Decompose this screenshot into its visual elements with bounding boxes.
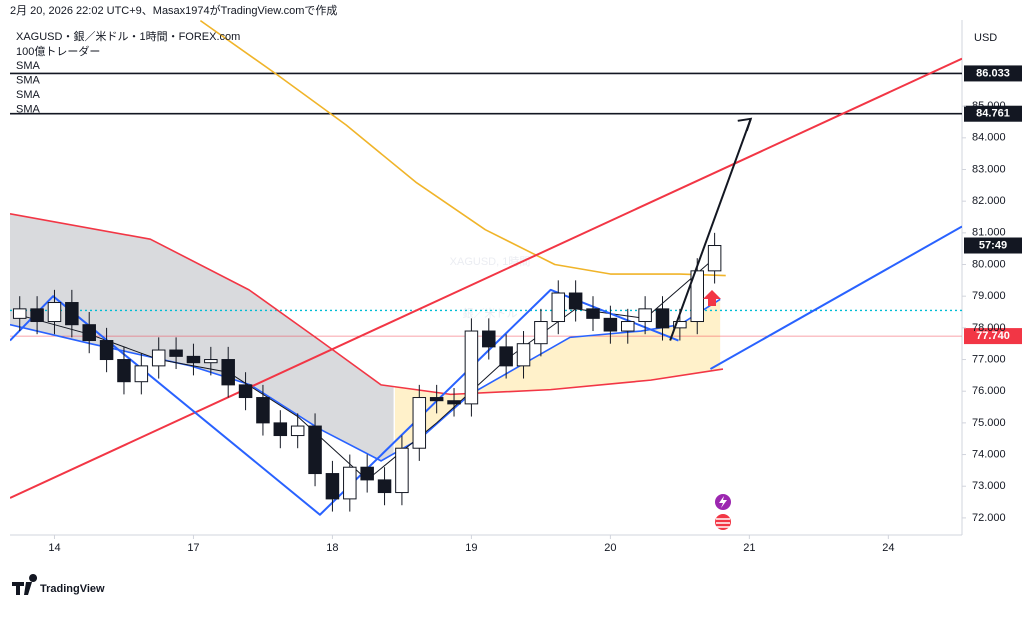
price-tag — [964, 65, 1022, 82]
candle-body — [516, 343, 531, 367]
candle-body — [65, 302, 79, 326]
y-tick-label: 77.000 — [972, 353, 1006, 365]
price-tag-label: 86.033 — [976, 67, 1010, 79]
y-tick-label: 80.000 — [972, 258, 1006, 270]
y-tick-label: 79.000 — [972, 290, 1006, 302]
price-tag-label: 77.740 — [976, 330, 1010, 342]
candle-body — [186, 355, 201, 364]
countdown-tag — [964, 237, 1022, 254]
x-tick-label: 19 — [465, 542, 477, 554]
up-arrow-icon — [703, 290, 721, 306]
logo-mark — [12, 574, 38, 595]
x-tick-label: 18 — [326, 542, 338, 554]
x-tick-label: 24 — [882, 542, 894, 554]
x-tick-label: 21 — [743, 542, 755, 554]
candle-body — [707, 245, 722, 272]
y-tick-label: 82.000 — [972, 195, 1006, 207]
candle-body — [377, 479, 392, 494]
candle-body — [447, 400, 461, 405]
candle-body — [655, 308, 670, 329]
countdown: 57:49 — [979, 239, 1007, 251]
y-tick-label: 81.000 — [972, 227, 1006, 239]
candle-body — [482, 330, 496, 348]
candle-body — [30, 308, 44, 323]
candle-body — [586, 308, 600, 319]
candle-body — [343, 466, 357, 500]
candle-body — [256, 397, 270, 424]
trend-line — [10, 57, 962, 499]
candle-body — [464, 330, 479, 405]
candle-body — [238, 384, 253, 399]
legend-entry: SMA — [16, 103, 41, 115]
price-tag — [964, 328, 1022, 345]
candle-body — [117, 359, 131, 383]
legend-entry: SMA — [16, 60, 41, 72]
y-tick-label: 84.000 — [972, 132, 1006, 144]
candle-body — [621, 321, 635, 332]
header: 2月 20, 2026 22:02 UTC+9、Masax1974がTradin… — [10, 3, 337, 17]
candle-body — [534, 321, 548, 345]
candle-body — [290, 425, 305, 437]
sma-line — [10, 213, 724, 396]
candle-body — [169, 349, 183, 357]
candle-body — [429, 397, 444, 402]
candle-body — [273, 422, 288, 437]
x-tick-label: 14 — [48, 542, 60, 554]
candle-body — [638, 308, 652, 323]
sma-line — [199, 20, 726, 277]
candle-body — [134, 365, 149, 383]
candle-body — [412, 397, 427, 449]
cloud-fill — [394, 299, 721, 453]
candle-body — [12, 308, 27, 319]
candle-body — [690, 270, 705, 323]
candle-body — [603, 317, 618, 332]
footer-logo: TradingView — [40, 583, 105, 595]
bolt-icon — [719, 496, 727, 508]
candle-body — [204, 359, 218, 364]
candle-body — [673, 321, 687, 329]
flag-icon[interactable] — [715, 514, 731, 530]
chart-title: XAGUSD・銀／米ドル・1時間・FOREX.com — [16, 29, 240, 43]
trend-line — [709, 225, 962, 370]
legend-entry: SMA — [16, 89, 41, 101]
arrow-head — [737, 117, 753, 132]
candle-body — [308, 425, 322, 475]
x-tick-label: 17 — [187, 542, 199, 554]
currency: USD — [974, 32, 997, 44]
y-tick-label: 72.000 — [972, 512, 1006, 524]
candle-body — [360, 466, 374, 481]
legend-entry: SMA — [16, 74, 41, 86]
y-tick-label: 85.000 — [972, 100, 1006, 112]
candle-body — [568, 292, 583, 310]
chart-subtitle: 100億トレーダー — [16, 44, 100, 58]
price-tag — [964, 105, 1022, 122]
y-tick-label: 74.000 — [972, 448, 1006, 460]
arrow — [669, 118, 752, 341]
x-tick-label: 20 — [604, 542, 616, 554]
candle-body — [325, 473, 340, 500]
watermark: XAGUSD, 1時間 — [450, 255, 531, 268]
candle-body — [395, 447, 409, 494]
candle-body — [47, 302, 62, 323]
candle-body — [99, 340, 114, 361]
candle-body — [551, 292, 566, 323]
y-tick-label: 83.000 — [972, 163, 1006, 175]
price-tag-label: 84.761 — [976, 108, 1010, 120]
y-tick-label: 73.000 — [972, 480, 1006, 492]
y-tick-label: 78.000 — [972, 322, 1006, 334]
candle-body — [151, 349, 166, 367]
cloud-fill — [10, 213, 394, 461]
y-tick-label: 75.000 — [972, 417, 1006, 429]
candle-body — [499, 346, 513, 367]
watermark: 銀／米ドル — [463, 306, 518, 320]
candle-body — [82, 324, 96, 342]
flag-stripes — [716, 518, 730, 528]
y-tick-label: 76.000 — [972, 385, 1006, 397]
candle-body — [221, 359, 235, 386]
